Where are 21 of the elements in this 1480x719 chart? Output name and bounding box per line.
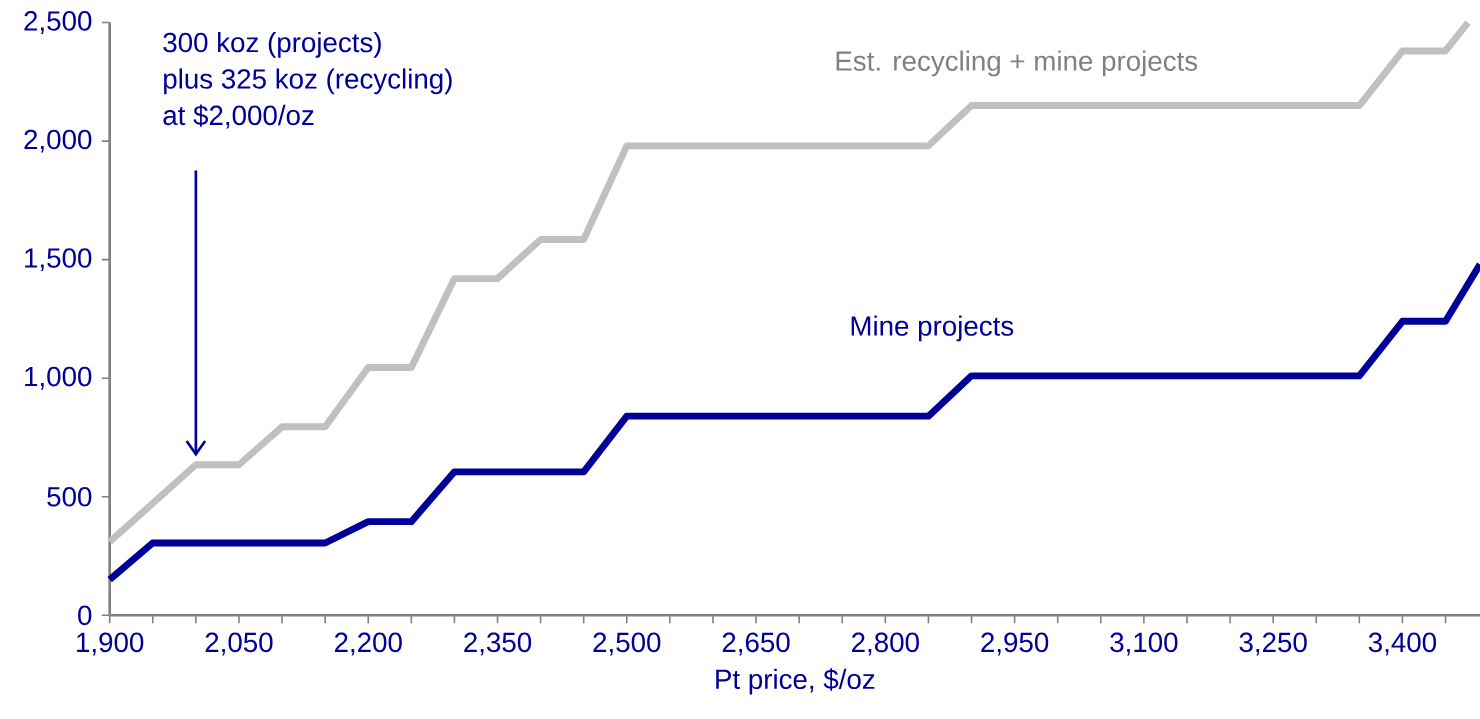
x-tick-label: 2,950 [981, 632, 1049, 656]
y-tick-label: 1,500 [25, 248, 92, 272]
x-tick-label: 2,200 [334, 632, 402, 656]
x-tick-label: 3,250 [1239, 632, 1307, 656]
y-tick-label: 2,000 [24, 129, 92, 153]
x-axis-title: Pt price, $/oz [716, 668, 875, 695]
series-label: Mine projects [851, 315, 1014, 342]
x-tick-label: 2,050 [205, 632, 273, 656]
y-tick-label: 0 [78, 605, 92, 626]
y-tick-label: 2,500 [24, 11, 92, 35]
annotation: 300 koz (projects) plus 325 koz (recycling) at $2,000/oz [163, 31, 452, 129]
x-tick-label: 2,350 [464, 632, 532, 656]
y-tick-label: 500 [47, 486, 92, 507]
y-tick-label: 1,000 [25, 366, 92, 390]
x-tick-label: 2,800 [852, 632, 919, 656]
x-tick-label: 1,900 [77, 632, 144, 656]
x-tick-label: 3,400 [1368, 632, 1437, 656]
series-label: Est. recycling + mine projects [836, 50, 1198, 77]
x-tick-label: 2,650 [722, 632, 790, 656]
x-tick-label: 3,100 [1110, 632, 1178, 656]
x-tick-label: 2,500 [593, 632, 661, 656]
